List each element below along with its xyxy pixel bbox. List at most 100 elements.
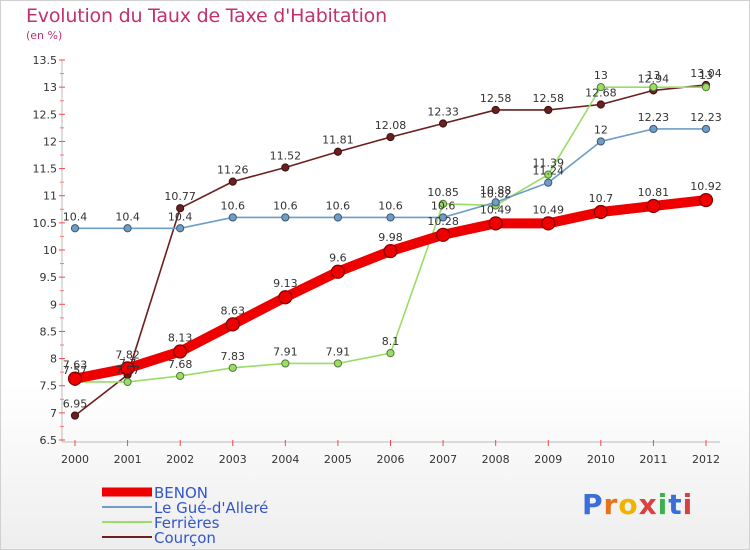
data-label-ferri-res: 13	[594, 69, 608, 82]
y-tick-label: 8	[50, 353, 57, 366]
data-point-ferri-res	[438, 199, 448, 208]
data-label-cour-on: 11.81	[322, 134, 354, 147]
y-tick-label: 13	[43, 81, 57, 94]
legend-label: BENON	[154, 484, 208, 502]
data-point-benon	[278, 290, 293, 305]
data-label-le-gu-d-aller: 11.24	[533, 165, 565, 178]
data-label-le-gu-d-aller: 10.4	[168, 210, 193, 223]
data-point-ferri-res	[386, 349, 395, 358]
x-tick-label: 2010	[587, 453, 615, 466]
data-label-ferri-res: 10.82	[480, 187, 512, 200]
data-point-le-gu-d-aller	[491, 198, 500, 207]
data-labels: 6.95 7.7 10.77 11.26 11.52 11.81 12.08 12.33 12.…	[63, 67, 722, 411]
data-point-cour-on	[176, 204, 185, 213]
y-tick-label: 10.5	[33, 217, 58, 230]
data-label-cour-on: 7.7	[119, 357, 137, 370]
data-point-le-gu-d-aller	[544, 178, 553, 187]
x-tick-label: 2008	[482, 453, 510, 466]
data-label-le-gu-d-aller: 10.6	[326, 199, 351, 212]
data-point-cour-on	[438, 119, 448, 128]
data-point-ferri-res	[596, 83, 605, 92]
data-label-benon: 8.13	[168, 332, 193, 345]
data-label-le-gu-d-aller: 10.4	[63, 210, 88, 223]
data-label-cour-on: 11.26	[217, 164, 249, 177]
data-point-le-gu-d-aller	[176, 224, 185, 233]
data-point-cour-on	[491, 105, 500, 115]
legend-label: Ferrières	[154, 514, 220, 532]
data-label-benon: 10.92	[690, 180, 722, 193]
data-label-ferri-res: 7.91	[326, 345, 351, 358]
data-point-cour-on	[596, 100, 605, 109]
data-point-benon	[593, 204, 608, 220]
y-tick-label: 7	[50, 407, 57, 420]
x-tick-label: 2003	[219, 453, 247, 466]
data-point-benon	[541, 216, 556, 231]
data-point-le-gu-d-aller	[333, 213, 343, 222]
logo-letter: x	[638, 488, 658, 521]
data-label-ferri-res: 10.85	[427, 186, 459, 199]
data-point-benon	[698, 192, 714, 208]
data-label-le-gu-d-aller: 10.88	[480, 184, 512, 197]
data-point-cour-on	[70, 411, 80, 420]
data-label-benon: 9.13	[273, 277, 298, 290]
data-point-benon	[67, 371, 83, 386]
x-tick-label: 2005	[324, 453, 352, 466]
data-label-cour-on: 12.94	[638, 72, 670, 85]
data-label-ferri-res: 7.91	[273, 345, 298, 358]
data-point-ferri-res	[544, 170, 553, 179]
logo-letter: t	[668, 488, 683, 521]
data-point-le-gu-d-aller	[70, 224, 80, 233]
data-label-cour-on: 12.68	[585, 87, 617, 100]
data-point-benon	[646, 198, 661, 214]
data-label-ferri-res: 7.57	[63, 364, 88, 377]
series-layer	[67, 80, 714, 420]
y-tick-label: 11.5	[33, 163, 58, 176]
x-tick-label: 2000	[61, 453, 89, 466]
data-label-cour-on: 11.52	[270, 149, 302, 162]
y-tick-label: 12.5	[33, 108, 58, 121]
x-tick-label: 2012	[692, 453, 720, 466]
logo-letter: P	[582, 488, 604, 521]
y-tick-label: 9	[50, 298, 57, 311]
logo-letter: r	[603, 488, 619, 521]
data-label-benon: 7.82	[115, 348, 140, 361]
data-label-benon: 9.98	[378, 231, 403, 244]
legend-label: Le Gué-d'Alleré	[154, 499, 268, 517]
data-point-benon	[120, 361, 135, 376]
logo-letter: i	[682, 488, 694, 521]
y-tick-label: 10	[43, 244, 57, 257]
data-label-le-gu-d-aller: 12.23	[690, 111, 722, 124]
data-point-le-gu-d-aller	[438, 213, 448, 222]
data-point-cour-on	[544, 105, 553, 115]
x-tick-label: 2007	[429, 453, 457, 466]
data-label-benon: 10.49	[480, 203, 512, 216]
data-label-benon: 10.81	[638, 186, 670, 199]
data-point-le-gu-d-aller	[701, 124, 711, 134]
data-point-benon	[330, 264, 346, 279]
data-point-cour-on	[281, 163, 290, 172]
data-label-cour-on: 10.77	[164, 190, 196, 203]
data-point-ferri-res	[281, 359, 290, 368]
data-label-benon: 9.6	[329, 252, 347, 265]
logo-letter: o	[618, 488, 639, 521]
data-label-cour-on: 12.08	[375, 119, 407, 132]
data-point-ferri-res	[649, 83, 658, 92]
data-point-ferri-res	[701, 83, 711, 92]
data-label-le-gu-d-aller: 12.23	[638, 111, 670, 124]
data-point-benon	[225, 317, 240, 332]
data-label-le-gu-d-aller: 10.6	[221, 199, 246, 212]
data-label-cour-on: 12.58	[533, 92, 565, 105]
x-tick-label: 2006	[377, 453, 405, 466]
y-tick-label: 9.5	[40, 271, 58, 284]
x-tick-label: 2002	[166, 453, 194, 466]
data-point-le-gu-d-aller	[281, 213, 290, 222]
y-tick-label: 11	[43, 190, 57, 203]
data-point-le-gu-d-aller	[596, 137, 605, 146]
y-tick-label: 13.5	[33, 54, 58, 67]
logo-letter: i	[657, 488, 669, 521]
data-label-cour-on: 13.04	[690, 67, 722, 80]
data-point-benon	[383, 243, 398, 259]
data-label-benon: 10.49	[533, 203, 565, 216]
data-label-le-gu-d-aller: 12	[594, 123, 608, 136]
